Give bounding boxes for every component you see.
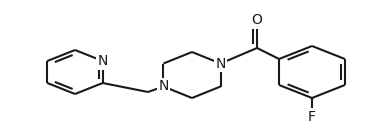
Text: N: N — [215, 56, 226, 71]
Text: N: N — [158, 79, 169, 94]
Text: F: F — [308, 110, 316, 124]
Text: O: O — [252, 13, 262, 27]
Text: N: N — [98, 54, 108, 68]
